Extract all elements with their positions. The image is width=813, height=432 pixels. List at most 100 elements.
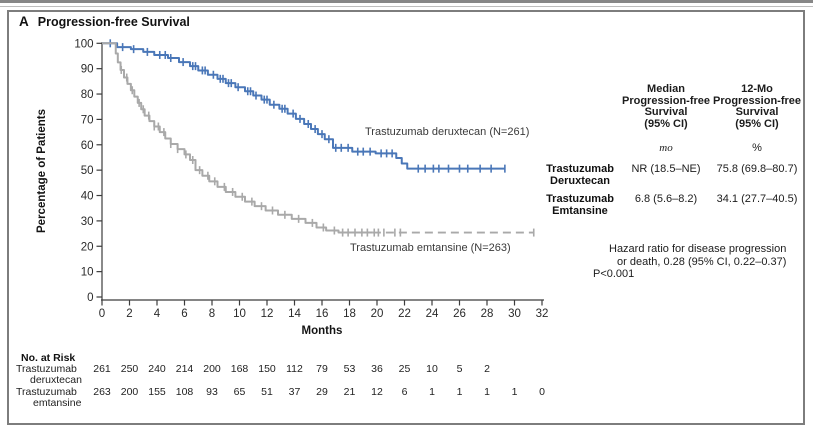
summary-table-header: Median Progression-free Survival (95% CI… xyxy=(540,83,802,130)
unit-percent: % xyxy=(752,142,762,154)
row-label: Trastuzumab Emtansine xyxy=(546,193,614,217)
summary-row-deruxtecan: Trastuzumab Deruxtecan NR (18.5–NE) 75.8… xyxy=(540,163,802,187)
x-tick-label: 10 xyxy=(233,308,246,320)
at-risk-value: 6 xyxy=(401,386,408,398)
y-tick-label: 80 xyxy=(81,89,94,101)
at-risk-value: 65 xyxy=(233,386,246,398)
x-tick-label: 0 xyxy=(99,308,105,320)
curve-label-emtansine: Trastuzumab emtansine (N=263) xyxy=(350,242,511,254)
x-tick-label: 24 xyxy=(426,308,439,320)
hazard-ratio-note: Hazard ratio for disease progression or … xyxy=(593,243,813,281)
y-tick-label: 0 xyxy=(87,292,93,304)
at-risk-label-deruxtecan-1: Trastuzumab xyxy=(16,363,77,375)
at-risk-value: 21 xyxy=(343,386,356,398)
top-rule-light xyxy=(0,6,813,7)
y-tick-label: 50 xyxy=(81,165,94,177)
y-tick-label: 60 xyxy=(81,140,94,152)
at-risk-value: 263 xyxy=(93,386,111,398)
p-value: P<0.001 xyxy=(593,268,635,280)
12mo-value: 75.8 (69.8–80.7) xyxy=(716,163,798,175)
unit-months: mo xyxy=(659,142,673,154)
at-risk-value: 261 xyxy=(93,363,111,375)
at-risk-value: 25 xyxy=(398,363,411,375)
at-risk-value: 93 xyxy=(206,386,218,398)
y-tick-label: 90 xyxy=(81,64,94,76)
x-tick-label: 14 xyxy=(288,308,301,320)
y-tick-label: 40 xyxy=(81,191,94,203)
summary-table: Median Progression-free Survival (95% CI… xyxy=(540,83,802,217)
at-risk-label-emtansine-1: Trastuzumab xyxy=(16,386,77,398)
median-value: NR (18.5–NE) xyxy=(631,163,701,175)
x-tick-label: 16 xyxy=(316,308,329,320)
at-risk-label-deruxtecan-2: deruxtecan xyxy=(30,374,82,386)
y-tick-label: 30 xyxy=(81,216,94,228)
at-risk-value: 168 xyxy=(230,363,249,375)
row-label: Trastuzumab Deruxtecan xyxy=(546,163,614,187)
x-tick-label: 8 xyxy=(209,308,215,320)
x-tick-label: 32 xyxy=(536,308,549,320)
at-risk-value: 0 xyxy=(539,386,545,398)
figure-border xyxy=(7,10,805,425)
curve-label-deruxtecan: Trastuzumab deruxtecan (N=261) xyxy=(365,126,530,138)
panel-title: A Progression-free Survival xyxy=(19,14,190,29)
at-risk-value: 150 xyxy=(258,363,276,375)
x-axis-title: Months xyxy=(302,325,343,337)
at-risk-values-deruxtecan: 261 250 240 214 200 168 150 112 79 53 36 25 10 5 2 xyxy=(0,363,813,375)
at-risk-value: 214 xyxy=(175,363,194,375)
at-risk-value: 5 xyxy=(456,363,463,375)
panel-title-text: Progression-free Survival xyxy=(37,15,190,29)
y-tick-label: 100 xyxy=(74,38,93,50)
at-risk-value: 112 xyxy=(286,363,303,375)
km-curve-0 xyxy=(102,42,505,170)
summary-row-emtansine: Trastuzumab Emtansine 6.8 (5.6–8.2) 34.1… xyxy=(540,193,802,217)
at-risk-value: 155 xyxy=(148,386,166,398)
y-tick-label: 70 xyxy=(81,114,94,126)
at-risk-value: 240 xyxy=(148,363,166,375)
12mo-value: 34.1 (27.7–40.5) xyxy=(716,193,798,205)
at-risk-values-emtansine: 263 200 155 108 93 65 51 37 29 21 12 6 1 1 1 1 0 xyxy=(0,386,813,398)
summary-header-12mo: 12-Mo Progression-free Survival (95% CI) xyxy=(712,83,802,130)
at-risk-value: 1 xyxy=(484,386,490,398)
at-risk-value: 36 xyxy=(371,363,383,375)
at-risk-value: 10 xyxy=(426,363,438,375)
at-risk-value: 37 xyxy=(288,386,301,398)
at-risk-value: 1 xyxy=(429,386,435,398)
summary-header-median: Median Progression-free Survival (95% CI… xyxy=(621,83,711,130)
x-tick-label: 22 xyxy=(398,308,411,320)
x-tick-label: 6 xyxy=(181,308,187,320)
at-risk-value: 79 xyxy=(316,363,328,375)
at-risk-value: 29 xyxy=(316,386,328,398)
y-axis-title: Percentage of Patients xyxy=(36,109,48,233)
at-risk-value: 250 xyxy=(120,363,139,375)
x-tick-label: 30 xyxy=(508,308,521,320)
at-risk-value: 200 xyxy=(120,386,139,398)
at-risk-value: 200 xyxy=(203,363,221,375)
km-curve-1 xyxy=(102,42,373,234)
at-risk-value: 108 xyxy=(175,386,194,398)
at-risk-value: 53 xyxy=(343,363,356,375)
at-risk-value: 12 xyxy=(371,386,383,398)
panel-letter: A xyxy=(19,14,29,29)
summary-unit-row: mo % xyxy=(540,143,802,154)
median-value: 6.8 (5.6–8.2) xyxy=(634,193,698,205)
x-tick-label: 2 xyxy=(126,308,132,320)
at-risk-heading: No. at Risk xyxy=(21,352,76,364)
hazard-line-2: or death, 0.28 (95% CI, 0.22–0.37) xyxy=(617,255,787,268)
x-tick-label: 4 xyxy=(154,308,161,320)
at-risk-value: 1 xyxy=(511,386,518,398)
x-tick-label: 26 xyxy=(453,308,466,320)
y-tick-label: 20 xyxy=(81,241,94,253)
at-risk-value: 1 xyxy=(456,386,463,398)
hazard-line-1: Hazard ratio for disease progression xyxy=(609,243,787,255)
at-risk-value: 51 xyxy=(261,386,273,398)
x-tick-label: 28 xyxy=(481,308,494,320)
x-tick-label: 20 xyxy=(371,308,384,320)
at-risk-label-emtansine-2: emtansine xyxy=(33,397,82,409)
y-tick-label: 10 xyxy=(81,267,94,279)
x-tick-label: 12 xyxy=(261,308,274,320)
top-rule xyxy=(0,0,813,3)
at-risk-value: 2 xyxy=(484,363,490,375)
x-tick-label: 18 xyxy=(343,308,356,320)
